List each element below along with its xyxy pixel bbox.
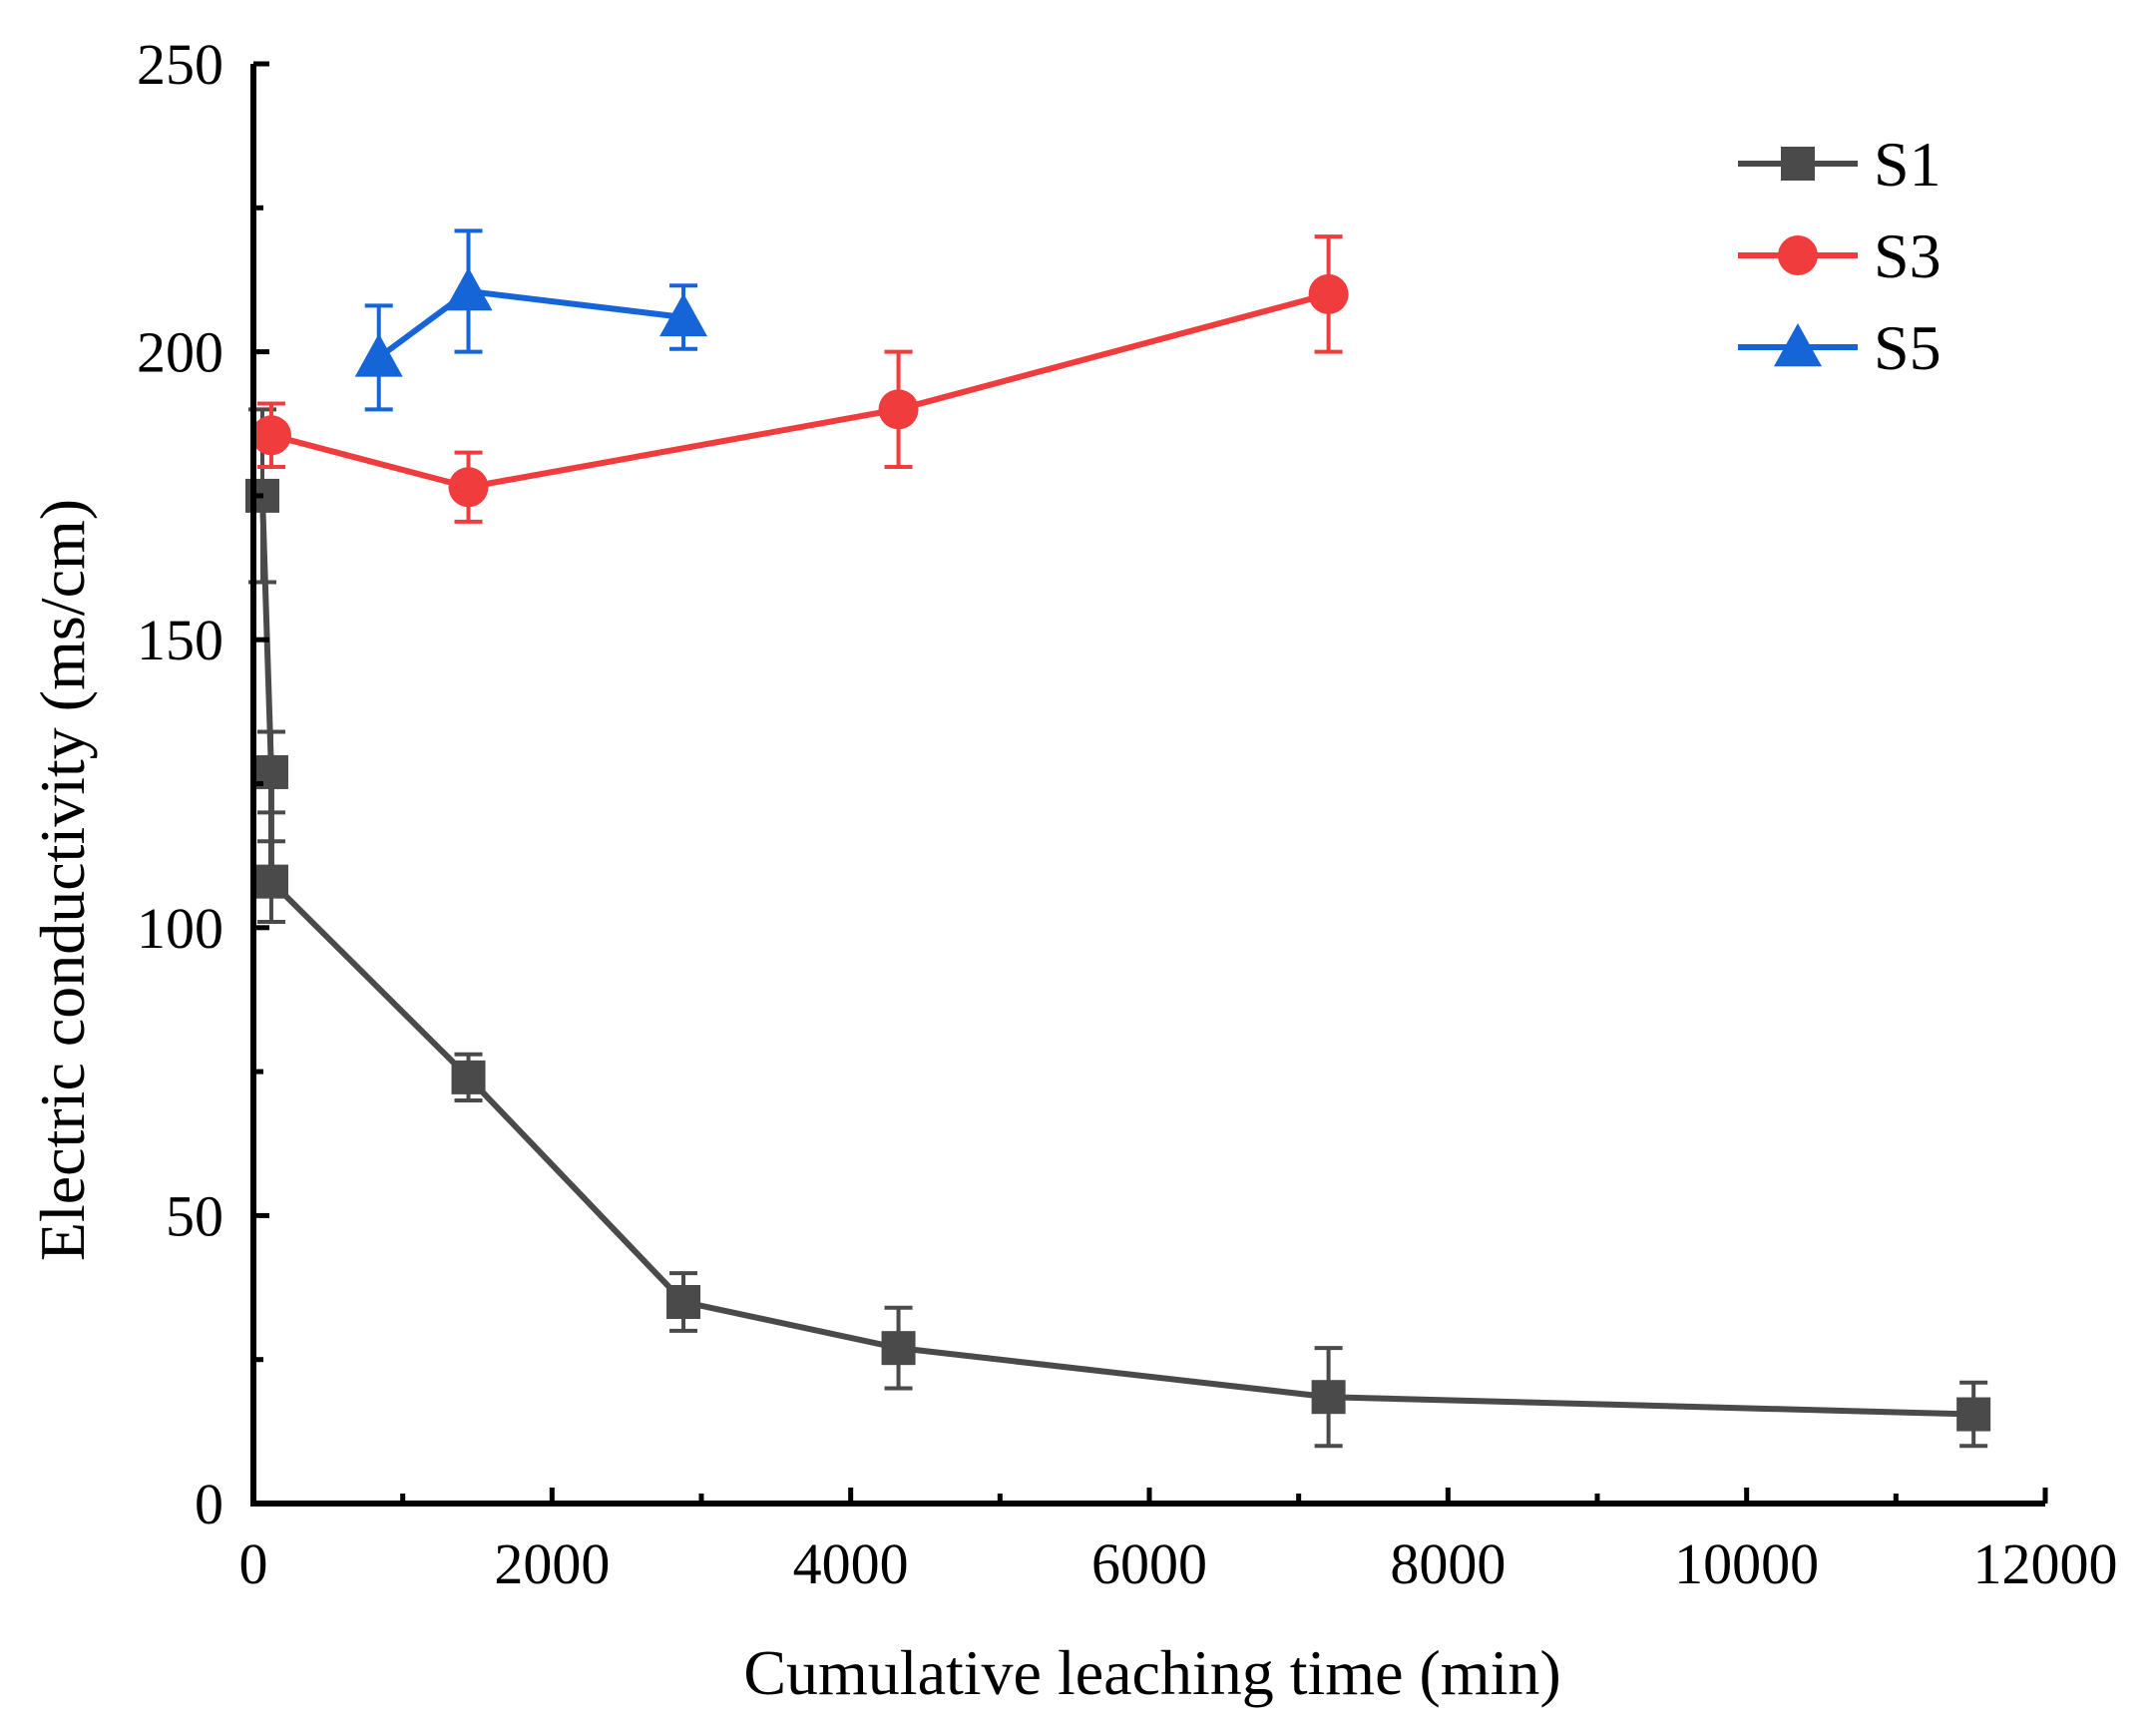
- y-tick-label: 50: [166, 1183, 223, 1248]
- axes: 0 50 100 150 200 250 0 2000 4000 6000 8000 10000 120…: [137, 32, 2118, 1596]
- series-layer: [244, 228, 1991, 1449]
- legend-label: S3: [1874, 220, 1941, 291]
- legend-marker: [1781, 147, 1815, 181]
- x-tick-label: 0: [239, 1531, 268, 1596]
- data-point: [448, 467, 489, 508]
- legend-marker: [1778, 235, 1818, 275]
- y-tick-label: 150: [137, 608, 223, 672]
- x-axis-title: Cumulative leaching time (min): [743, 1637, 1560, 1708]
- legend-item-s5: S5: [1738, 312, 1941, 383]
- y-tick-label: 100: [137, 896, 223, 961]
- data-point: [1308, 273, 1349, 314]
- x-tick-label: 2000: [494, 1531, 610, 1596]
- legend-item-s3: S3: [1738, 220, 1941, 291]
- data-point: [881, 1331, 916, 1366]
- series-s5: [354, 228, 708, 412]
- data-point: [250, 415, 291, 456]
- y-axis-title: Electric conductivity (ms/cm): [27, 499, 98, 1261]
- data-point: [1311, 1380, 1346, 1415]
- data-point: [354, 333, 403, 377]
- y-tick-label: 0: [195, 1472, 223, 1536]
- legend-marker: [1774, 323, 1822, 367]
- data-point: [444, 266, 493, 311]
- x-tick-label: 4000: [793, 1531, 909, 1596]
- y-tick-label: 250: [137, 32, 223, 97]
- series-line: [258, 495, 1974, 1418]
- x-tick-label: 6000: [1091, 1531, 1207, 1596]
- data-point: [666, 1284, 701, 1319]
- series-line: [376, 287, 684, 360]
- data-point: [1956, 1397, 1991, 1432]
- data-point: [878, 389, 919, 430]
- y-tick-label: 200: [137, 320, 223, 385]
- data-point: [253, 864, 288, 899]
- data-point: [659, 292, 708, 337]
- x-tick-label: 10000: [1674, 1531, 1819, 1596]
- data-point: [451, 1060, 486, 1094]
- legend-label: S1: [1874, 129, 1941, 200]
- x-tick-label: 12000: [1973, 1531, 2118, 1596]
- legend-item-s1: S1: [1738, 129, 1941, 200]
- series-line: [270, 290, 1330, 491]
- legend: S1 S3 S5: [1738, 129, 1941, 383]
- series-s1: [244, 407, 1991, 1449]
- legend-label: S5: [1874, 312, 1941, 383]
- series-s3: [250, 234, 1349, 524]
- x-tick-label: 8000: [1390, 1531, 1506, 1596]
